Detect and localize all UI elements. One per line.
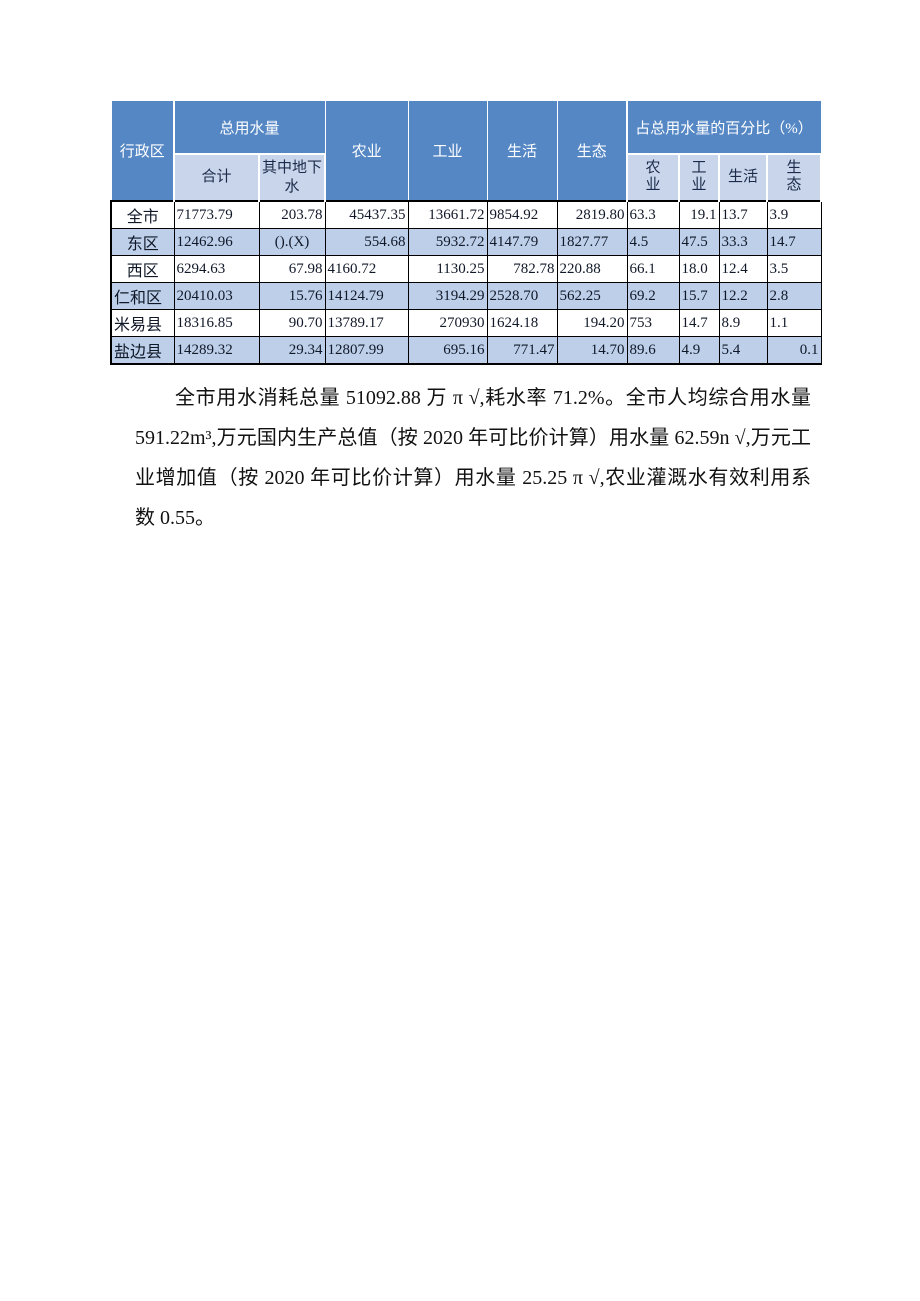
table-cell: 753: [626, 309, 680, 337]
table-cell: 12462.96: [173, 228, 260, 256]
table-row: 全市 71773.79 203.78 45437.35 13661.72 9854.92 2…: [110, 200, 822, 229]
table-cell: 270930: [407, 309, 488, 337]
header-percent-agriculture: 农业: [626, 153, 681, 202]
table-cell: 29.34: [258, 336, 326, 365]
table-cell: 4.9: [678, 336, 720, 365]
table-row: 东区 12462.96 ().(X) 554.68 5932.72 4147.79 1827…: [110, 228, 822, 256]
table-cell: 194.20: [556, 309, 628, 337]
table-row: 米易县 18316.85 90.70 13789.17 270930 1624.18 194…: [110, 309, 822, 337]
table-cell: 15.76: [258, 282, 326, 310]
table-cell: 771.47: [486, 336, 558, 365]
table-cell: 2.8: [766, 282, 822, 310]
table-cell: 33.3: [718, 228, 768, 256]
table-cell: 3.5: [766, 255, 822, 283]
table-cell: 4160.72: [324, 255, 409, 283]
header-ecology: 生态: [556, 100, 628, 202]
table-cell: 89.6: [626, 336, 680, 365]
table-cell: 15.7: [678, 282, 720, 310]
row-label-cell: 仁和区: [110, 282, 175, 310]
table-cell: 66.1: [626, 255, 680, 283]
table-cell: 203.78: [258, 200, 326, 229]
table-cell: 4.5: [626, 228, 680, 256]
table-cell: ().(X): [258, 228, 326, 256]
table-cell: 14124.79: [324, 282, 409, 310]
table-cell: 220.88: [556, 255, 628, 283]
table-cell: 14.70: [556, 336, 628, 365]
row-label-cell: 全市: [110, 200, 175, 229]
table-cell: 1130.25: [407, 255, 488, 283]
header-admin-region: 行政区: [110, 100, 175, 202]
table-cell: 12.4: [718, 255, 768, 283]
header-percent-ecology: 生态: [766, 153, 823, 202]
table-cell: 90.70: [258, 309, 326, 337]
row-label-cell: 东区: [110, 228, 175, 256]
table-cell: 47.5: [678, 228, 720, 256]
header-industry: 工业: [407, 100, 488, 202]
table-cell: 2819.80: [556, 200, 628, 229]
table-cell: 14.7: [678, 309, 720, 337]
table-cell: 782.78: [486, 255, 558, 283]
header-total-sum: 合计: [173, 153, 260, 202]
table-cell: 13.7: [718, 200, 768, 229]
table-cell: 12807.99: [324, 336, 409, 365]
table-cell: 12.2: [718, 282, 768, 310]
table-cell: 45437.35: [324, 200, 409, 229]
table-cell: 8.9: [718, 309, 768, 337]
table-cell: 6294.63: [173, 255, 260, 283]
table-header: 行政区 总用水量 农业 工业 生活 生态 占总用水量的百分比（%） 合计 其中地…: [110, 100, 823, 202]
table-cell: 14.7: [766, 228, 822, 256]
table-body: 全市 71773.79 203.78 45437.35 13661.72 9854.92 2…: [110, 200, 822, 365]
header-agriculture: 农业: [324, 100, 409, 202]
row-label-cell: 米易县: [110, 309, 175, 337]
header-domestic: 生活: [486, 100, 558, 202]
table-row: 仁和区 20410.03 15.76 14124.79 3194.29 2528.70 56…: [110, 282, 822, 310]
table-cell: 1827.77: [556, 228, 628, 256]
table-cell: 2528.70: [486, 282, 558, 310]
table-cell: 13661.72: [407, 200, 488, 229]
table-cell: 63.3: [626, 200, 680, 229]
table-cell: 1.1: [766, 309, 822, 337]
table-cell: 4147.79: [486, 228, 558, 256]
table-cell: 20410.03: [173, 282, 260, 310]
table-cell: 0.1: [766, 336, 822, 365]
header-percent-domestic: 生活: [718, 153, 769, 202]
table-cell: 14289.32: [173, 336, 260, 365]
table-cell: 5932.72: [407, 228, 488, 256]
table-cell: 13789.17: [324, 309, 409, 337]
header-percent-title: 占总用水量的百分比（%）: [626, 100, 822, 155]
table-cell: 69.2: [626, 282, 680, 310]
table-row: 盐边县 14289.32 29.34 12807.99 695.16 771.47 14.7…: [110, 336, 822, 365]
table-cell: 695.16: [407, 336, 488, 365]
header-groundwater: 其中地下水: [257, 153, 327, 202]
table-cell: 562.25: [556, 282, 628, 310]
table-cell: 3194.29: [407, 282, 488, 310]
table-cell: 19.1: [678, 200, 720, 229]
header-percent-industry: 工业: [678, 153, 721, 202]
table-cell: 67.98: [258, 255, 326, 283]
table-cell: 71773.79: [173, 200, 260, 229]
table-row: 西区 6294.63 67.98 4160.72 1130.25 782.78 220.88…: [110, 255, 822, 283]
row-label-cell: 西区: [110, 255, 175, 283]
table-cell: 3.9: [766, 200, 822, 229]
table-cell: 18316.85: [173, 309, 260, 337]
table-cell: 18.0: [678, 255, 720, 283]
table-cell: 554.68: [324, 228, 409, 256]
table-cell: 9854.92: [486, 200, 558, 229]
table-cell: 1624.18: [486, 309, 558, 337]
row-label-cell: 盐边县: [110, 336, 175, 365]
table-cell: 5.4: [718, 336, 768, 365]
header-total-water: 总用水量: [173, 100, 326, 155]
water-usage-table: 行政区 总用水量 农业 工业 生活 生态 占总用水量的百分比（%） 合计 其中地…: [110, 100, 823, 365]
summary-paragraph: 全市用水消耗总量 51092.88 万 π √,耗水率 71.2%。全市人均综合…: [135, 387, 811, 529]
